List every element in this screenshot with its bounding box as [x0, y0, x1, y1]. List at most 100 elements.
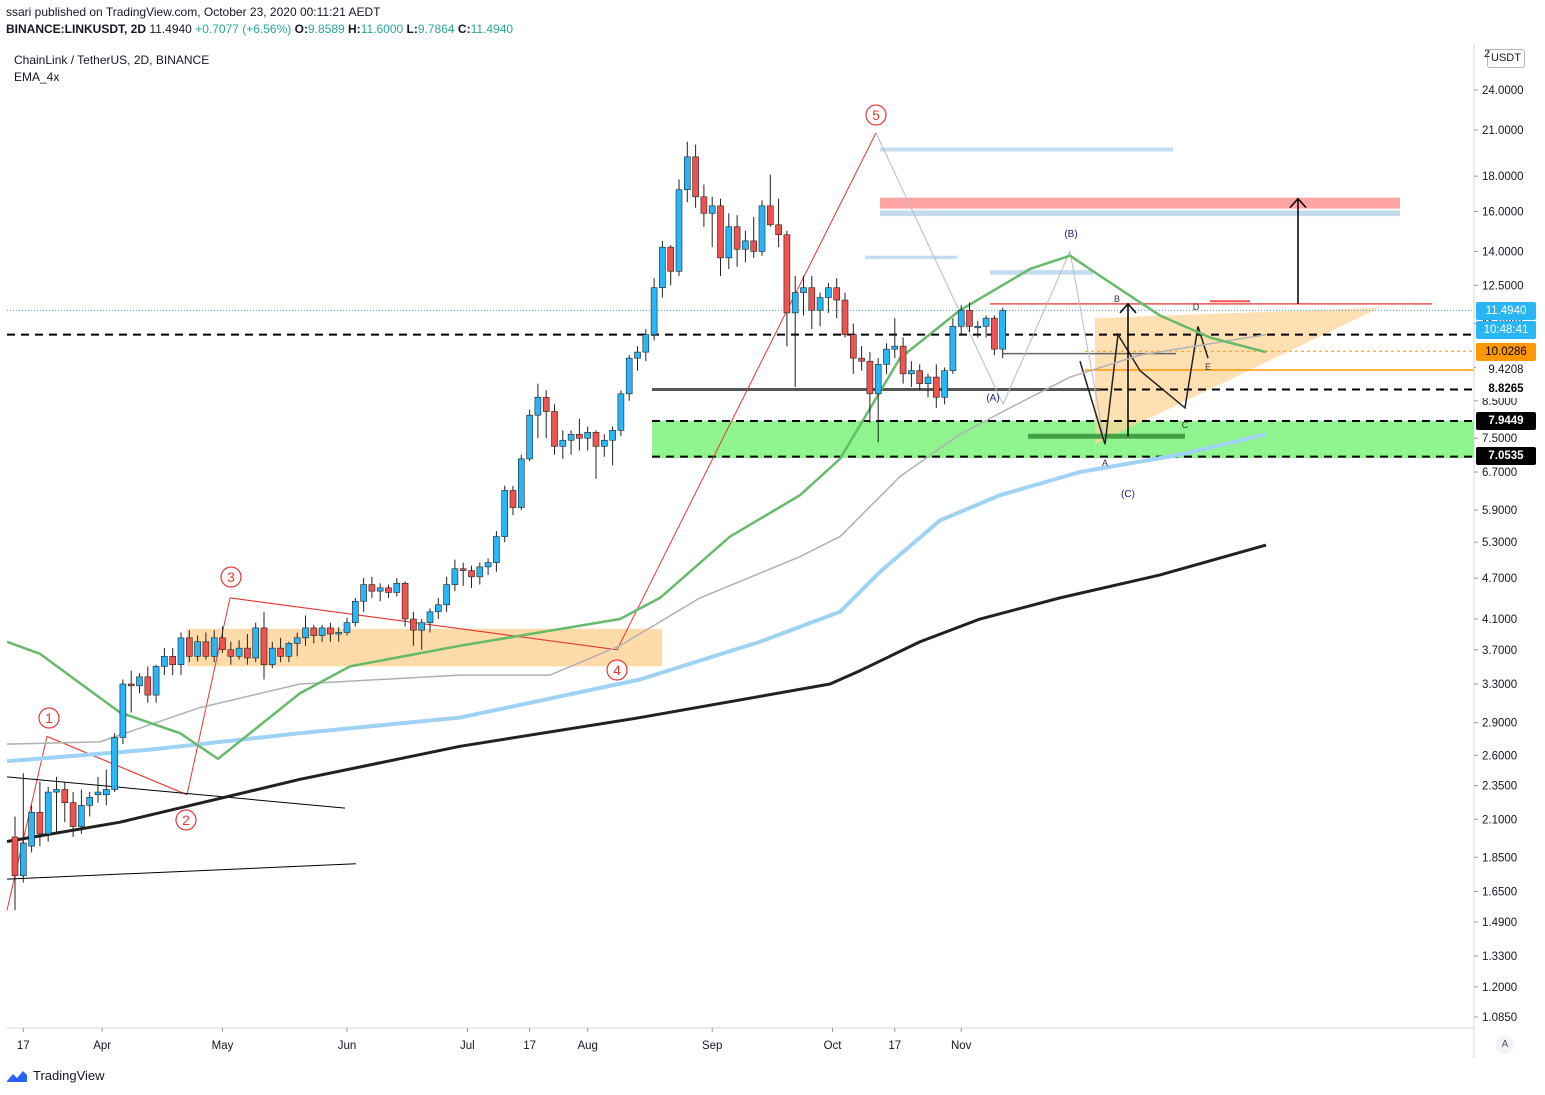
time-tick-label: 17 — [523, 1040, 536, 1052]
measured-move-arrow-1-head — [1119, 302, 1137, 314]
candle — [468, 565, 475, 588]
candle — [235, 640, 243, 660]
candle-body — [534, 396, 542, 416]
candle-body — [791, 292, 799, 314]
candle-body — [742, 240, 749, 250]
orange-level-tag: 10.0286 — [1476, 343, 1536, 361]
candle-body — [434, 604, 442, 613]
candle — [310, 624, 318, 644]
candle-body — [634, 351, 641, 359]
black-level-tag-2: 7.9449 — [1476, 412, 1536, 430]
price-tick-label: 4.1000 — [1482, 614, 1517, 626]
candle — [410, 611, 417, 646]
candle — [949, 318, 957, 374]
time-tick-label: Sep — [702, 1040, 722, 1052]
candle-body — [426, 611, 434, 623]
wave-label-1: 1 — [45, 710, 53, 726]
candle-body — [924, 376, 932, 384]
symbol-label[interactable]: BINANCE:LINKUSDT, 2D — [6, 22, 147, 36]
wave-label-3: 3 — [227, 569, 235, 585]
triangle-label-c: C — [1182, 420, 1189, 430]
auto-scale-button[interactable]: A — [1496, 1036, 1514, 1054]
candle-body — [858, 357, 865, 362]
candle-body — [202, 641, 210, 657]
candle — [916, 364, 924, 391]
candle-body — [136, 676, 143, 687]
candle-body — [302, 627, 309, 639]
candle-body — [418, 622, 426, 631]
candle-body — [327, 627, 334, 635]
triangle-label-b: B — [1114, 294, 1120, 304]
candle — [899, 337, 907, 384]
candle-body — [260, 627, 268, 665]
time-tick-label: Jun — [338, 1040, 357, 1052]
candle — [127, 670, 135, 713]
footer-brand: TradingView — [33, 1068, 105, 1083]
candle — [144, 666, 152, 703]
price-tick-label: 1.3300 — [1482, 951, 1517, 963]
price-tick-label: 5.9000 — [1482, 505, 1517, 517]
candle-body — [169, 655, 176, 665]
candle-body — [559, 439, 567, 447]
high-value: 11.6000 — [360, 22, 404, 36]
candle-body — [235, 647, 243, 657]
candle-body — [667, 246, 675, 272]
candle — [44, 786, 52, 842]
candle — [750, 217, 758, 258]
candle — [725, 213, 733, 269]
price-tick-label: 5.3000 — [1482, 537, 1517, 549]
time-tick-label: 17 — [17, 1040, 30, 1052]
candle — [335, 627, 343, 642]
candle-body — [86, 797, 93, 806]
corrective-label-a: (A) — [986, 393, 999, 404]
candle-body — [28, 811, 35, 847]
candle — [733, 215, 741, 267]
drawings-layer — [6, 132, 1474, 911]
candle-body — [186, 637, 193, 657]
candle — [891, 318, 899, 359]
early-trendline-upper — [6, 776, 346, 809]
candle-body — [161, 655, 168, 667]
candle — [825, 282, 832, 313]
candle — [285, 641, 293, 663]
candle — [401, 581, 409, 627]
candle — [360, 578, 367, 612]
candle-body — [899, 345, 907, 375]
candle — [28, 805, 35, 853]
small-zone-blue — [865, 255, 957, 259]
candle — [434, 597, 442, 620]
candle — [177, 632, 185, 676]
indicator-legend[interactable]: EMA_4x — [14, 70, 60, 84]
candle-body — [932, 376, 940, 398]
candle-body — [866, 360, 874, 395]
candle-body — [775, 224, 782, 236]
candle-body — [53, 789, 60, 793]
candle-body — [393, 582, 401, 593]
candle-body — [974, 326, 982, 329]
currency-unit[interactable]: USDT — [1487, 49, 1525, 68]
candle-body — [360, 584, 367, 602]
candle-body — [443, 584, 450, 606]
time-tick-label: Oct — [824, 1040, 843, 1052]
candle-body — [700, 196, 708, 214]
measured-move-arrow-2-head — [1289, 197, 1307, 209]
candle — [567, 430, 575, 455]
candle — [61, 781, 69, 823]
candle — [517, 454, 525, 511]
price-tick-label: 2.3500 — [1482, 781, 1517, 793]
candle — [617, 390, 625, 437]
candle — [584, 426, 592, 451]
candle-body — [916, 370, 924, 384]
candle-body — [385, 587, 392, 593]
price-change: +0.7077 (+6.56%) — [195, 22, 292, 36]
candle — [742, 230, 749, 263]
chart-title[interactable]: ChainLink / TetherUS, 2D, BINANCE — [14, 53, 210, 67]
candle-body — [318, 627, 326, 636]
candle — [111, 733, 118, 793]
corrective-label-b: (B) — [1064, 229, 1077, 240]
candle-body — [343, 622, 351, 633]
candle-body — [908, 370, 915, 375]
time-tick-label: Apr — [93, 1040, 111, 1052]
triangle-label-e: E — [1205, 362, 1211, 372]
